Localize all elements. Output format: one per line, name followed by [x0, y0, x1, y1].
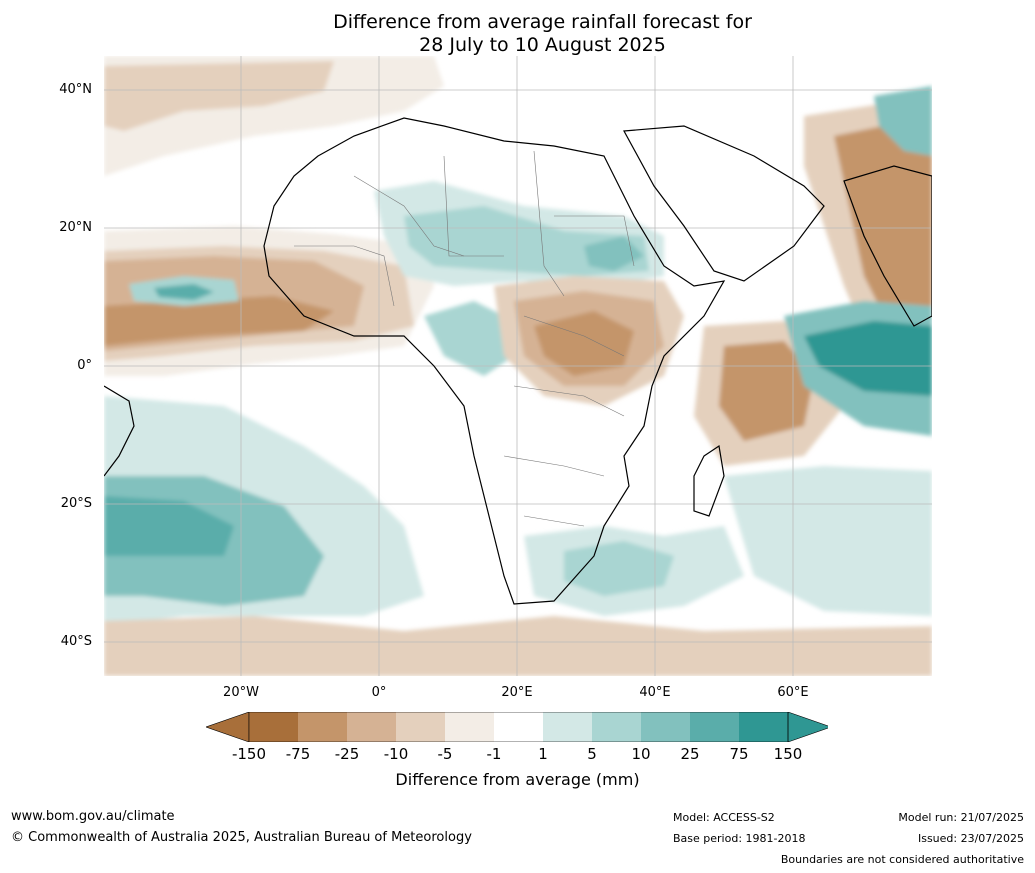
- contour-himalaya-wet: [874, 86, 932, 156]
- lon-label-20e: 20°E: [501, 685, 533, 700]
- arabia-coastline: [623, 125, 825, 282]
- legend-extend-high: [787, 712, 828, 742]
- contour-indian-ocean-wet-2: [804, 321, 932, 396]
- contour-south-atlantic-wet-3: [104, 496, 234, 556]
- copyright-notice: © Commonwealth of Australia 2025, Austra…: [11, 830, 472, 845]
- bom-website-link[interactable]: www.bom.gov.au/climate: [11, 809, 175, 824]
- contour-sahel-wet-3: [584, 236, 644, 271]
- legend-swatch: [249, 712, 298, 742]
- india-coastline: [843, 165, 932, 327]
- lat-label-40n: 40°N: [59, 82, 92, 97]
- legend-border: [248, 712, 789, 742]
- legend-swatch: [739, 712, 788, 742]
- country-borders: [294, 150, 635, 527]
- legend-colorbar: [206, 712, 828, 742]
- legend-swatch: [592, 712, 641, 742]
- legend-tick-label: 75: [729, 745, 749, 763]
- legend-tick-label: -5: [437, 745, 453, 763]
- lon-label-20w: 20°W: [223, 685, 259, 700]
- rainfall-anomaly-map: [104, 56, 932, 676]
- lat-label-equator: 0°: [77, 358, 92, 373]
- map-title-line-2: 28 July to 10 August 2025: [419, 34, 666, 56]
- contour-central-dry-3: [534, 311, 634, 376]
- base-period: Base period: 1981-2018: [673, 832, 806, 845]
- legend-tick-label: -75: [285, 745, 311, 763]
- legend-tick-label: 150: [773, 745, 803, 763]
- lon-label-0: 0°: [371, 685, 387, 700]
- legend-tick-label: 1: [538, 745, 548, 763]
- contour-atlantic-wet-2: [154, 284, 214, 300]
- contour-india-dry-2: [834, 116, 932, 356]
- anomaly-contours: [104, 56, 932, 676]
- contour-southern-africa-wet-2: [564, 541, 674, 596]
- legend-swatch: [494, 712, 543, 742]
- contour-south-indian-wet: [724, 466, 932, 616]
- coastlines: [104, 117, 932, 605]
- model-run-date: Model run: 21/07/2025: [898, 811, 1024, 824]
- contour-north-atlantic-dry-2: [104, 61, 334, 131]
- boundaries-disclaimer: Boundaries are not considered authoritat…: [780, 853, 1024, 866]
- legend-tick-label: -150: [231, 745, 267, 763]
- legend-swatch: [543, 712, 592, 742]
- madagascar-coastline: [693, 444, 725, 517]
- legend-tick-label: 5: [587, 745, 597, 763]
- legend-extend-low: [206, 712, 250, 742]
- map-title-line-1: Difference from average rainfall forecas…: [333, 11, 752, 33]
- legend-tick-label: -1: [486, 745, 502, 763]
- contour-west-africa-band-4: [104, 296, 334, 346]
- legend-tick-label: 10: [631, 745, 651, 763]
- legend-swatch: [641, 712, 690, 742]
- legend-swatch: [298, 712, 347, 742]
- legend-label: Difference from average (mm): [395, 770, 640, 789]
- contour-southern-ocean-dry: [104, 616, 932, 676]
- legend-tick-label: 25: [680, 745, 700, 763]
- legend-swatch: [347, 712, 396, 742]
- legend-tick-label: -25: [334, 745, 360, 763]
- model-name: Model: ACCESS-S2: [673, 811, 775, 824]
- legend-swatch: [445, 712, 494, 742]
- south-america-coastline: [104, 385, 135, 477]
- legend-swatch: [396, 712, 445, 742]
- lon-label-40e: 40°E: [639, 685, 671, 700]
- legend-tick-label: -10: [383, 745, 409, 763]
- africa-coastline: [263, 117, 726, 605]
- legend-swatch: [690, 712, 739, 742]
- lat-label-40s: 40°S: [60, 634, 92, 649]
- lat-label-20s: 20°S: [60, 496, 92, 511]
- lat-label-20n: 20°N: [59, 220, 92, 235]
- issued-date: Issued: 23/07/2025: [917, 832, 1024, 845]
- graticule: [104, 56, 932, 676]
- lon-label-60e: 60°E: [777, 685, 809, 700]
